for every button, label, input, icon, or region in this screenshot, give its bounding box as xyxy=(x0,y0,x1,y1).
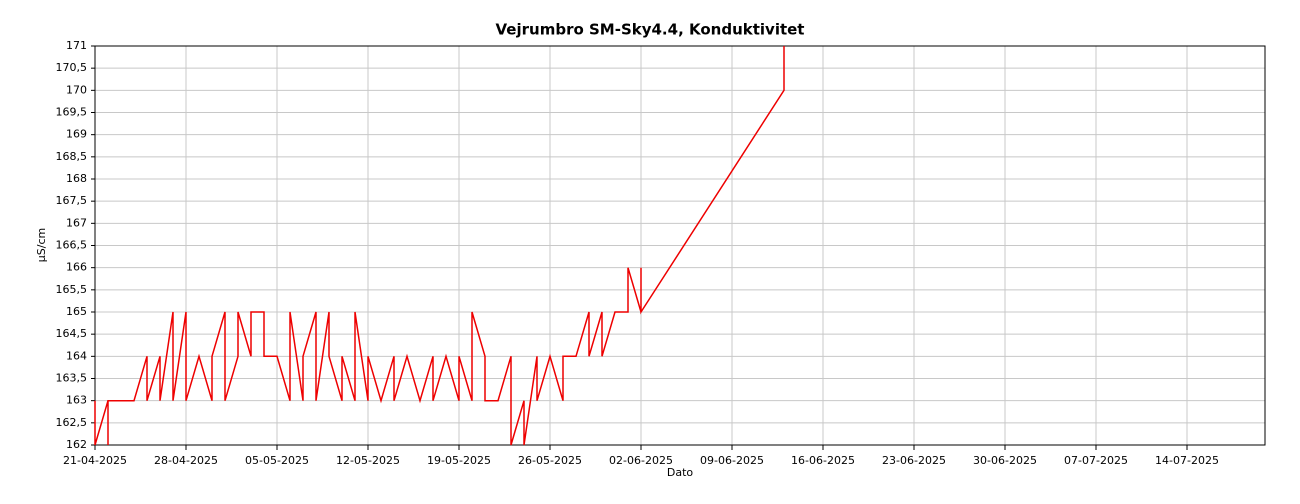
x-axis-label: Dato xyxy=(667,466,694,479)
y-tick-label: 163 xyxy=(66,394,87,407)
chart-title: Vejrumbro SM-Sky4.4, Konduktivitet xyxy=(496,21,805,39)
x-tick-label: 12-05-2025 xyxy=(336,454,400,467)
y-tick-label: 168,5 xyxy=(56,150,88,163)
y-tick-label: 162 xyxy=(66,438,87,451)
x-tick-label: 23-06-2025 xyxy=(882,454,946,467)
y-tick-label: 165,5 xyxy=(56,283,88,296)
x-tick-label: 14-07-2025 xyxy=(1155,454,1219,467)
y-tick-label: 166,5 xyxy=(56,239,88,252)
y-tick-label: 165 xyxy=(66,305,87,318)
y-tick-label: 170,5 xyxy=(56,61,88,74)
x-tick-label: 30-06-2025 xyxy=(973,454,1037,467)
y-tick-label: 169 xyxy=(66,128,87,141)
y-tick-label: 166 xyxy=(66,261,87,274)
y-tick-label: 164 xyxy=(66,349,87,362)
y-axis-label: µS/cm xyxy=(35,228,48,262)
plot-frame xyxy=(94,45,1266,446)
x-tick-label: 05-05-2025 xyxy=(245,454,309,467)
y-tick-label: 169,5 xyxy=(56,106,88,119)
y-tick-label: 162,5 xyxy=(56,416,88,429)
x-tick-label: 26-05-2025 xyxy=(518,454,582,467)
x-tick-label: 02-06-2025 xyxy=(609,454,673,467)
x-tick-label: 07-07-2025 xyxy=(1064,454,1128,467)
y-tick-label: 164,5 xyxy=(56,327,88,340)
x-tick-label: 16-06-2025 xyxy=(791,454,855,467)
x-tick-label: 28-04-2025 xyxy=(154,454,218,467)
y-tick-label: 168 xyxy=(66,172,87,185)
x-tick-label: 21-04-2025 xyxy=(63,454,127,467)
y-tick-label: 171 xyxy=(66,39,87,52)
y-tick-label: 167 xyxy=(66,216,87,229)
data-line xyxy=(94,46,785,446)
y-tick-label: 170 xyxy=(66,83,87,96)
x-tick-label: 19-05-2025 xyxy=(427,454,491,467)
y-tick-label: 167,5 xyxy=(56,194,88,207)
x-tick-label: 09-06-2025 xyxy=(700,454,764,467)
y-tick-label: 163,5 xyxy=(56,372,88,385)
